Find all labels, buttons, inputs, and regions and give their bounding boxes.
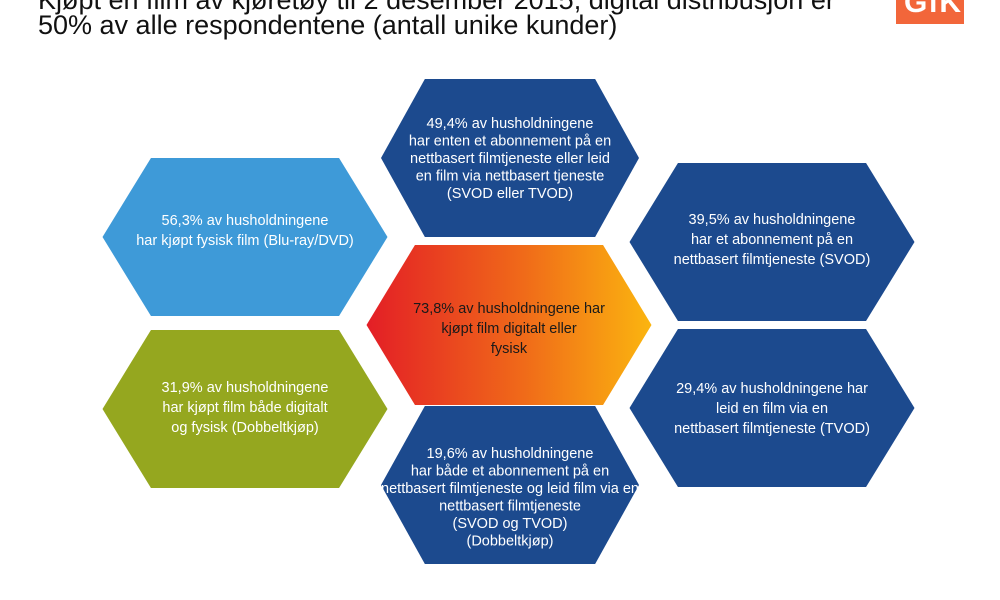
hexagon-top-line: (SVOD eller TVOD) xyxy=(447,186,573,202)
hexagon-upper-right-text: 39,5% av husholdningene har et abonnement… xyxy=(674,212,871,268)
logo-text: GfK xyxy=(904,0,962,19)
hexagon-top-line: nettbasert filmtjeneste eller leid xyxy=(410,151,610,167)
hexagon-bottom-line: har både et abonnement på en xyxy=(411,464,609,480)
hexagon-bottom-text: 19,6% av husholdningene har både et abonn… xyxy=(381,446,639,550)
hexagon-upper-right-line: har et abonnement på en xyxy=(691,232,853,248)
hexagon-center-text: 73,8% av husholdningene har kjøpt film di… xyxy=(413,301,605,357)
hexagon-lower-left-line: har kjøpt film både digitalt xyxy=(162,400,327,416)
hexagon-top-text: 49,4% av husholdningene har enten et abon… xyxy=(409,116,611,202)
hexagon-upper-left-shape xyxy=(102,158,388,316)
hexagon-lower-left-line: og fysisk (Dobbeltkjøp) xyxy=(171,420,318,436)
hexagon-lower-right-shape xyxy=(629,329,915,487)
hexagon-center-line: 73,8% av husholdningene har xyxy=(413,301,605,317)
hexagon-lower-left-text: 31,9% av husholdningene har kjøpt film bå… xyxy=(162,380,329,436)
hexagon-lower-left-line: 31,9% av husholdningene xyxy=(162,380,329,396)
hexagon-center-line: fysisk xyxy=(491,341,528,357)
hexagon-center: 73,8% av husholdningene har kjøpt film di… xyxy=(366,245,652,405)
hexagon-upper-left: 56,3% av husholdningene har kjøpt fysisk … xyxy=(102,158,388,316)
page-title-line-2: 50% av alle respondentene (antall unike … xyxy=(38,10,618,40)
page-title-line-1: Kjøpt en film av kjøretøy til 2 desember… xyxy=(38,0,835,15)
gfk-logo: GfK xyxy=(896,0,964,24)
hexagon-bottom-shape xyxy=(381,406,639,564)
hexagon-upper-left-line: 56,3% av husholdningene xyxy=(162,213,329,229)
hexagon-top-line: 49,4% av husholdningene xyxy=(427,116,594,132)
hexagon-upper-left-line: har kjøpt fysisk film (Blu-ray/DVD) xyxy=(136,233,354,249)
hexagon-top-line: en film via nettbasert tjeneste xyxy=(416,169,605,185)
hexagon-top-line: har enten et abonnement på en xyxy=(409,134,611,150)
hexagon-lower-right: 29,4% av husholdningene har leid en film … xyxy=(629,329,915,487)
hexagon-bottom-line: (Dobbeltkjøp) xyxy=(466,534,553,550)
hexagon-lower-right-line: nettbasert filmtjeneste (TVOD) xyxy=(674,421,870,437)
hexagon-upper-right-line: 39,5% av husholdningene xyxy=(689,212,856,228)
hexagon-center-shape xyxy=(366,245,652,405)
hexagon-top-shape xyxy=(381,79,639,237)
hexagon-lower-right-text: 29,4% av husholdningene har leid en film … xyxy=(674,381,870,437)
hexagon-bottom-line: 19,6% av husholdningene xyxy=(427,446,594,462)
hexagon-lower-right-line: leid en film via en xyxy=(716,401,828,417)
hexagon-center-line: kjøpt film digitalt eller xyxy=(441,321,577,337)
hexagon-top: 49,4% av husholdningene har enten et abon… xyxy=(381,79,639,237)
hexagon-bottom-line: (SVOD og TVOD) xyxy=(453,516,568,532)
hexagon-bottom-line: nettbasert filmtjeneste xyxy=(439,499,581,515)
hexagon-upper-right-line: nettbasert filmtjeneste (SVOD) xyxy=(674,252,871,268)
hexagon-lower-left: 31,9% av husholdningene har kjøpt film bå… xyxy=(102,330,388,488)
hexagon-upper-right-shape xyxy=(629,163,915,321)
hexagon-upper-right: 39,5% av husholdningene har et abonnement… xyxy=(629,163,915,321)
hexagon-bottom: 19,6% av husholdningene har både et abonn… xyxy=(381,406,639,564)
hexagon-upper-left-text: 56,3% av husholdningene har kjøpt fysisk … xyxy=(136,213,354,249)
hexagon-lower-right-line: 29,4% av husholdningene har xyxy=(676,381,868,397)
hexagon-lower-left-shape xyxy=(102,330,388,488)
hexagon-bottom-line: nettbasert filmtjeneste og leid film via… xyxy=(381,481,639,497)
